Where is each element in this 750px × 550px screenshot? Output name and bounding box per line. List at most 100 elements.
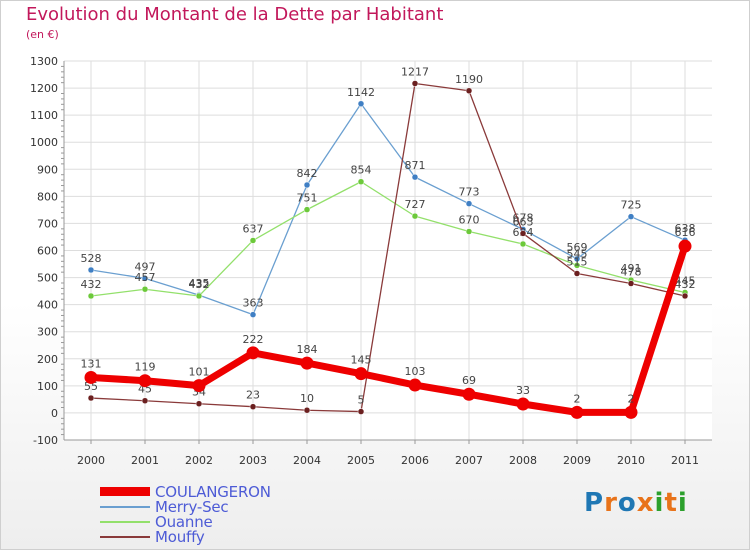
data-label-merry-sec: 773 [459, 186, 480, 199]
data-point-mouffy [627, 280, 635, 287]
chart-title: Evolution du Montant de la Dette par Hab… [26, 4, 444, 25]
data-label-merry-sec: 1142 [347, 86, 375, 99]
data-point-merry-sec [357, 100, 365, 108]
data-point-merry-sec [87, 266, 95, 274]
x-tick-label: 2002 [185, 454, 213, 467]
data-label-mouffy: 663 [513, 215, 534, 228]
data-label-coulangeron: 184 [297, 343, 318, 356]
x-tick-label: 2006 [401, 454, 429, 467]
data-label-mouffy: 5 [358, 394, 365, 407]
data-point-coulangeron [624, 405, 638, 419]
data-label-mouffy: 478 [621, 266, 642, 279]
data-point-coulangeron [408, 378, 422, 392]
data-label-ouanne: 457 [135, 271, 156, 284]
data-label-ouanne: 854 [351, 164, 372, 177]
data-point-coulangeron [516, 397, 530, 411]
data-label-merry-sec: 569 [567, 241, 588, 254]
data-point-coulangeron [462, 387, 476, 401]
data-point-mouffy [411, 80, 419, 87]
data-point-ouanne [87, 292, 95, 300]
data-label-merry-sec: 528 [81, 252, 102, 265]
x-tick-label: 2005 [347, 454, 375, 467]
data-label-coulangeron: 2 [574, 392, 581, 405]
y-tick-label: 500 [37, 272, 58, 285]
data-label-coulangeron: 69 [462, 374, 476, 387]
data-point-merry-sec [573, 255, 581, 263]
data-label-ouanne: 491 [621, 262, 642, 275]
data-label-coulangeron: 131 [81, 357, 102, 370]
y-tick-label: 600 [37, 245, 58, 258]
data-point-mouffy [519, 230, 527, 237]
data-point-ouanne [141, 285, 149, 293]
data-label-mouffy: 515 [567, 256, 588, 269]
y-tick-label: 400 [37, 299, 58, 312]
data-label-mouffy: 55 [84, 380, 98, 393]
data-point-coulangeron [678, 239, 692, 253]
data-label-mouffy: 10 [300, 392, 314, 405]
x-tick-label: 2007 [455, 454, 483, 467]
x-tick-label: 2009 [563, 454, 591, 467]
y-tick-label: 0 [51, 407, 58, 420]
data-label-merry-sec: 725 [621, 199, 642, 212]
y-tick-label: 700 [37, 217, 58, 230]
data-label-coulangeron: 101 [189, 366, 210, 379]
data-label-mouffy: 1190 [455, 73, 483, 86]
data-label-coulangeron: 222 [243, 333, 264, 346]
data-point-mouffy [303, 406, 311, 414]
y-tick-label: 1200 [30, 82, 58, 95]
data-point-merry-sec [411, 173, 419, 181]
data-label-mouffy: 432 [675, 278, 696, 291]
series-line-ouanne [90, 181, 686, 297]
y-tick-label: 900 [37, 163, 58, 176]
data-label-coulangeron: 119 [135, 361, 156, 374]
y-tick-label: -100 [33, 434, 58, 447]
data-point-mouffy [357, 408, 365, 415]
data-point-ouanne [465, 228, 473, 235]
x-tick-label: 2004 [293, 454, 321, 467]
data-point-coulangeron [354, 367, 368, 381]
legend-swatch-mouffy [100, 536, 150, 538]
data-point-mouffy [681, 292, 689, 300]
data-point-coulangeron [570, 405, 584, 419]
data-point-mouffy [249, 403, 257, 410]
legend-label-mouffy: Mouffy [155, 528, 205, 546]
data-point-mouffy [465, 87, 473, 95]
chart-unit-label: (en €) [26, 28, 59, 41]
data-point-ouanne [357, 178, 365, 185]
legend-swatch-merry-sec [100, 506, 150, 508]
legend-swatch-coulangeron [100, 487, 150, 496]
data-point-merry-sec [249, 311, 257, 318]
data-point-mouffy [195, 400, 203, 407]
data-point-mouffy [573, 270, 581, 277]
legend-label-coulangeron: COULANGERON [155, 483, 271, 501]
data-point-merry-sec [465, 200, 473, 207]
data-label-ouanne: 445 [675, 274, 696, 287]
data-label-ouanne: 432 [189, 278, 210, 291]
data-label-merry-sec: 435 [189, 277, 210, 290]
data-label-ouanne: 637 [243, 222, 264, 235]
data-label-ouanne: 751 [297, 192, 318, 205]
data-label-ouanne: 545 [567, 247, 588, 260]
data-label-ouanne: 432 [81, 278, 102, 291]
y-tick-label: 1300 [30, 55, 58, 68]
data-label-coulangeron: 145 [351, 354, 372, 367]
data-label-coulangeron: 2 [628, 392, 635, 405]
x-tick-label: 2001 [131, 454, 159, 467]
data-point-ouanne [303, 206, 311, 213]
legend-swatch-ouanne [100, 521, 150, 523]
data-point-ouanne [573, 262, 581, 269]
proxiti-logo: Proxiti [584, 488, 688, 518]
data-point-ouanne [195, 292, 203, 300]
y-tick-label: 100 [37, 380, 58, 393]
data-label-merry-sec: 638 [675, 222, 696, 235]
data-label-merry-sec: 497 [135, 260, 156, 273]
data-point-coulangeron [192, 379, 206, 393]
data-point-coulangeron [138, 374, 152, 388]
legend-label-ouanne: Ouanne [155, 513, 213, 531]
data-label-coulangeron: 616 [675, 226, 696, 239]
data-point-ouanne [519, 240, 527, 248]
x-tick-label: 2011 [671, 454, 699, 467]
data-point-merry-sec [627, 213, 635, 220]
data-point-mouffy [87, 394, 95, 402]
